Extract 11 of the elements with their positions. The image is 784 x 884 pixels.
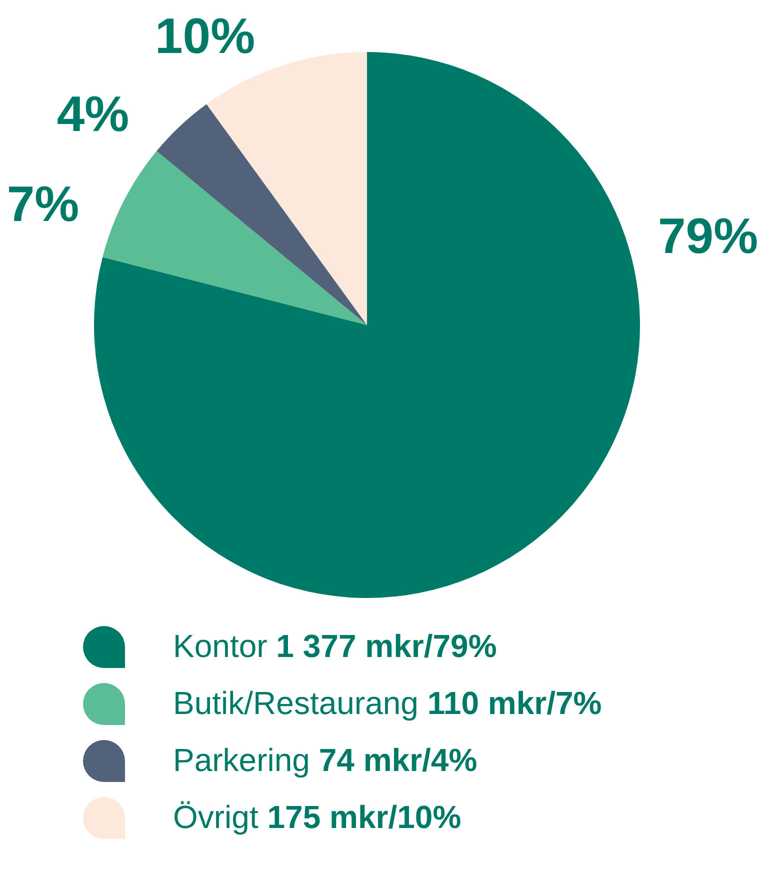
pie-slice <box>102 150 367 325</box>
data-label: 10% <box>154 8 256 64</box>
legend-label: Kontor 1 377 mkr/79% <box>173 628 497 665</box>
pie-slice <box>156 104 367 325</box>
legend-label: Parkering 74 mkr/4% <box>173 742 478 779</box>
data-label: 7% <box>6 176 80 232</box>
data-label: 4% <box>56 86 130 142</box>
legend-label: Övrigt 175 mkr/10% <box>173 799 462 836</box>
pie-slice <box>206 52 367 325</box>
data-label: 79% <box>658 208 758 264</box>
legend-label: Butik/Restaurang 110 mkr/7% <box>173 685 602 722</box>
